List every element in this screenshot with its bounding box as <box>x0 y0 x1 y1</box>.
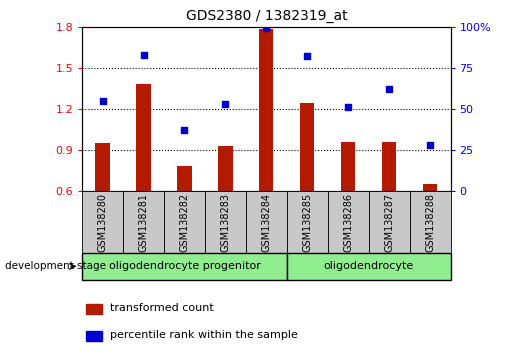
Text: percentile rank within the sample: percentile rank within the sample <box>110 330 298 340</box>
FancyBboxPatch shape <box>369 191 410 253</box>
FancyBboxPatch shape <box>287 191 328 253</box>
Bar <box>423 184 437 191</box>
Point <box>344 104 352 110</box>
Bar <box>86 331 102 341</box>
Point <box>221 101 229 107</box>
Bar <box>259 29 273 191</box>
Point <box>385 86 393 92</box>
Text: GSM138288: GSM138288 <box>425 193 435 252</box>
Text: GSM138284: GSM138284 <box>261 193 271 252</box>
Text: GSM138280: GSM138280 <box>98 193 108 252</box>
Point <box>303 53 312 59</box>
FancyBboxPatch shape <box>410 191 450 253</box>
Bar <box>300 103 314 191</box>
Text: transformed count: transformed count <box>110 303 214 313</box>
Text: oligodendrocyte progenitor: oligodendrocyte progenitor <box>109 261 260 272</box>
FancyBboxPatch shape <box>123 191 164 253</box>
FancyBboxPatch shape <box>82 253 287 280</box>
FancyBboxPatch shape <box>205 191 246 253</box>
Text: GSM138287: GSM138287 <box>384 193 394 252</box>
Point <box>426 142 434 148</box>
Text: GSM138282: GSM138282 <box>180 193 189 252</box>
Bar <box>178 166 192 191</box>
Text: development stage: development stage <box>5 261 107 272</box>
Point <box>262 25 270 31</box>
Bar <box>95 143 110 191</box>
Bar <box>86 304 102 314</box>
Bar <box>382 142 396 191</box>
Title: GDS2380 / 1382319_at: GDS2380 / 1382319_at <box>186 9 347 23</box>
Point <box>99 98 107 103</box>
Text: GSM138285: GSM138285 <box>302 193 312 252</box>
Text: GSM138283: GSM138283 <box>220 193 231 252</box>
FancyBboxPatch shape <box>328 191 369 253</box>
FancyBboxPatch shape <box>246 191 287 253</box>
Point <box>139 52 148 57</box>
Text: GSM138286: GSM138286 <box>343 193 353 252</box>
Text: GSM138281: GSM138281 <box>138 193 148 252</box>
Bar <box>136 84 151 191</box>
Point <box>180 127 189 133</box>
Bar <box>218 146 233 191</box>
FancyBboxPatch shape <box>287 253 450 280</box>
FancyBboxPatch shape <box>82 191 123 253</box>
FancyBboxPatch shape <box>164 191 205 253</box>
Bar <box>341 142 355 191</box>
Text: oligodendrocyte: oligodendrocyte <box>323 261 414 272</box>
